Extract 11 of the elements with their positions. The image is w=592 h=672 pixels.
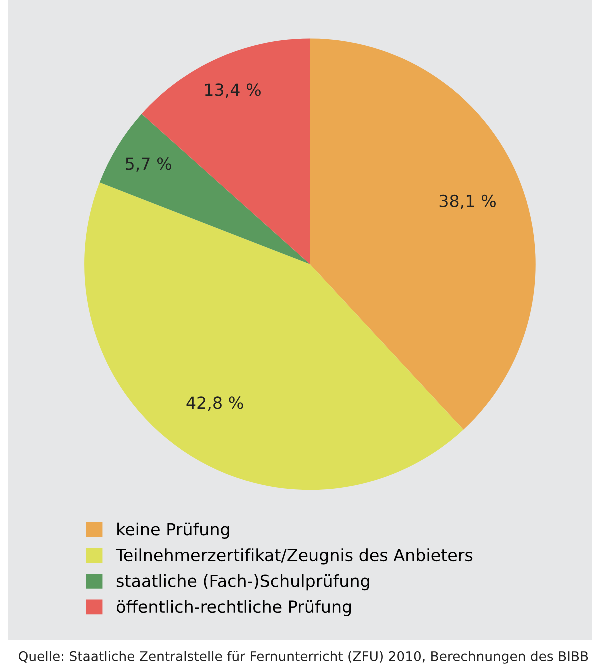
pie-slice [100, 114, 310, 264]
legend-label: öffentlich-rechtliche Prüfung [116, 600, 352, 616]
data-label: 38,1 % [440, 194, 496, 210]
source-note: Quelle: Staatliche Zentralstelle für Fernunterricht (ZFU) 2010, Berechnungen des BIBB [19, 651, 588, 664]
pie-slice [310, 38, 536, 430]
data-label: 13,4 % [205, 84, 261, 98]
legend-label: staatliche (Fach-)Schulprüfung [116, 574, 370, 591]
legend-label: Teilnehmerzertifikat/Zeugnis des Anbieters [116, 548, 473, 565]
data-label: 42,8 % [186, 396, 244, 411]
data-label: 5,7 % [126, 158, 172, 172]
legend-label: keine Prüfung [118, 522, 230, 539]
